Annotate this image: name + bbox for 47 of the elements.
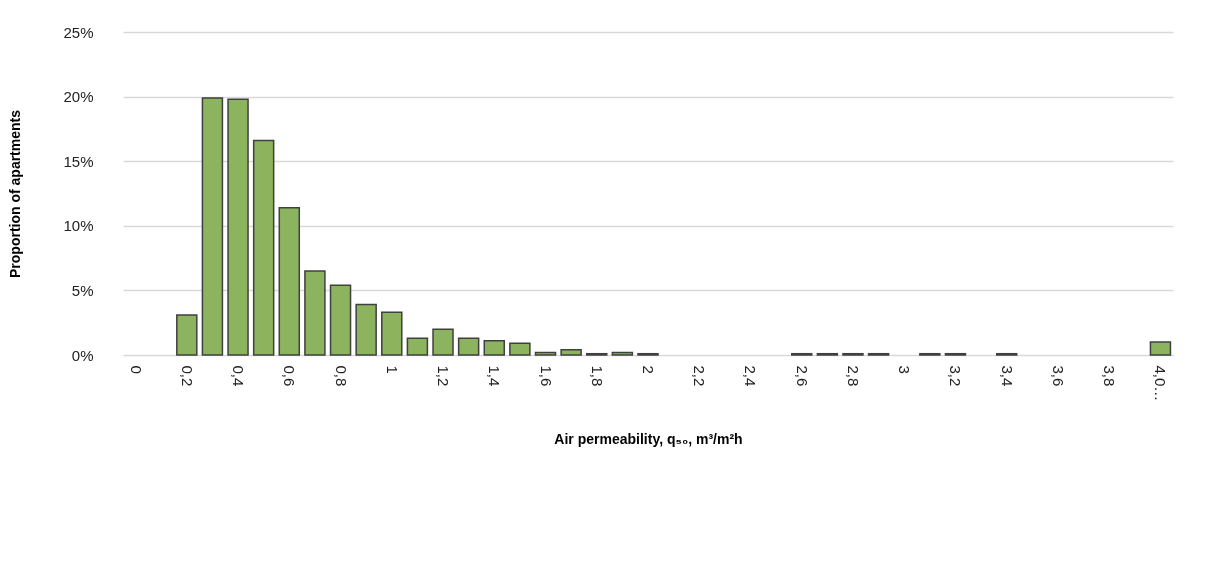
bar	[457, 337, 480, 356]
bar	[278, 206, 301, 356]
bar	[381, 311, 403, 356]
bar	[304, 270, 326, 356]
bar	[560, 349, 582, 356]
bar	[355, 303, 377, 356]
x-tick-label: 1,8	[588, 365, 606, 387]
y-axis-title: Proportion of apartments	[7, 109, 24, 279]
y-tick-label: 25%	[63, 23, 94, 41]
x-tick-label: 1,6	[537, 365, 555, 387]
x-tick-label: 0,6	[281, 365, 299, 387]
bar	[252, 139, 275, 356]
x-tick-label: 0	[127, 365, 145, 374]
x-tick-label: 0,2	[178, 365, 196, 387]
x-tick-label: 3,2	[947, 365, 965, 387]
x-tick-label: 2,4	[742, 365, 760, 387]
x-tick-label: 0,4	[230, 365, 248, 387]
bar	[1149, 341, 1172, 356]
bar	[406, 337, 429, 356]
x-tick-label: 0,8	[332, 365, 350, 387]
bar	[483, 340, 506, 356]
x-tick-label: 1	[383, 365, 401, 374]
bar	[329, 284, 352, 356]
x-tick-label: 3,4	[998, 365, 1016, 387]
bar	[227, 98, 249, 356]
bar	[534, 351, 557, 356]
bar	[201, 97, 224, 356]
x-tick-label: 2	[640, 365, 657, 374]
x-tick-label: 3,8	[1101, 365, 1119, 387]
bar	[611, 351, 634, 356]
bar	[176, 314, 198, 356]
x-tick-label: 4,0…	[1152, 365, 1170, 402]
y-tick-label: 5%	[71, 281, 94, 299]
x-axis-title: Air permeability, q₅₀, m³/m²h	[554, 431, 743, 448]
y-tick-label: 10%	[63, 217, 94, 235]
x-tick-label: 2,6	[793, 365, 811, 387]
x-tick-label: 1,4	[486, 365, 504, 387]
y-tick-label: 0%	[71, 346, 94, 364]
x-tick-label: 1,2	[435, 365, 453, 387]
x-tick-label: 2,2	[691, 365, 709, 387]
x-tick-label: 3	[896, 365, 914, 374]
y-tick-label: 20%	[63, 88, 94, 106]
x-tick-label: 3,6	[1049, 365, 1067, 387]
y-tick-label: 15%	[63, 152, 94, 170]
x-tick-label: 2,8	[844, 365, 862, 387]
bar	[509, 342, 531, 356]
bar	[432, 328, 454, 356]
